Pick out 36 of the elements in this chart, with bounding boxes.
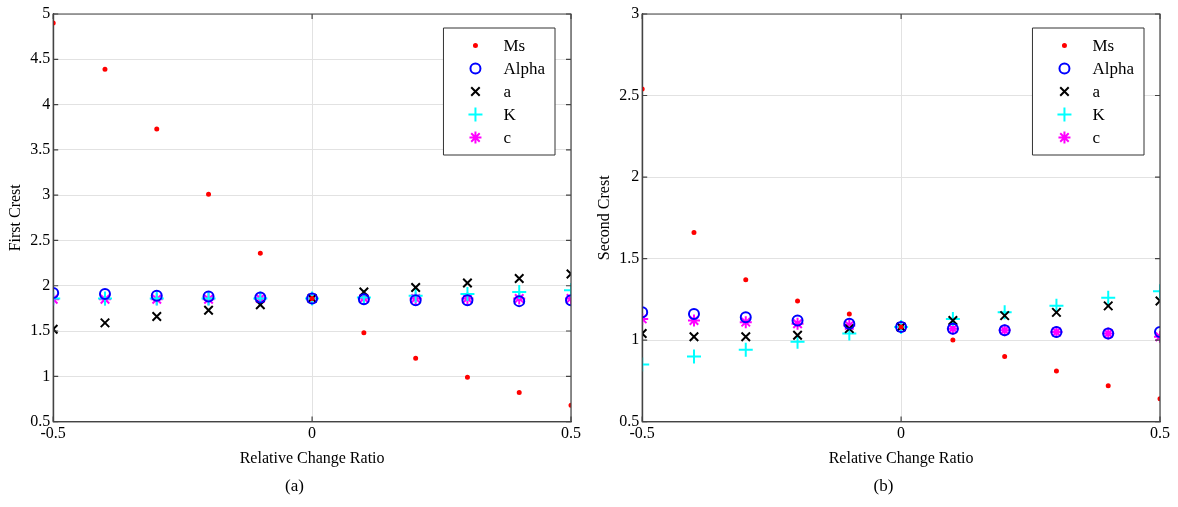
y-axis-title: Second Crest	[594, 174, 612, 261]
y-tick-label: 4.5	[30, 49, 51, 67]
y-tick-label: 2.5	[619, 85, 640, 103]
text: (a)	[284, 476, 305, 496]
y-tick-label: 3.5	[30, 140, 51, 158]
x-tick-label: 0	[897, 424, 906, 442]
y-tick-label: 1.5	[30, 321, 51, 339]
legend-label: Alpha	[1092, 58, 1135, 78]
legend-label: K	[503, 104, 517, 124]
y-tick-label: 1	[631, 330, 640, 348]
y-tick-label: 2.5	[30, 230, 51, 248]
y-tick-label: 1.5	[619, 248, 640, 266]
legend-label: a	[1092, 81, 1101, 101]
y-tick-label: 0.5	[619, 411, 640, 429]
legend-label: Ms	[1092, 35, 1115, 55]
y-tick-label: 5	[42, 4, 51, 22]
y-tick-label: 1	[42, 366, 51, 384]
legend-label: Ms	[503, 35, 526, 55]
legend-label: K	[1092, 104, 1106, 124]
y-axis-title: First Crest	[5, 183, 23, 252]
x-tick-label: 0.5	[561, 424, 581, 442]
legend-label: Alpha	[503, 58, 546, 78]
x-tick-label: 0	[308, 424, 317, 442]
x-axis-title: Relative Change Ratio	[239, 448, 385, 467]
y-tick-label: 2	[42, 275, 51, 293]
legend-label: c	[1092, 127, 1101, 147]
legend-label: a	[503, 81, 512, 101]
legend-label: c	[503, 127, 512, 147]
x-tick-label: 0.5	[1150, 424, 1170, 442]
y-tick-label: 4	[42, 94, 51, 112]
y-tick-label: 3	[631, 4, 640, 22]
text: (b)	[872, 476, 895, 496]
y-tick-label: 3	[42, 185, 51, 203]
y-tick-label: 0.5	[30, 411, 51, 429]
y-tick-label: 2	[631, 167, 640, 185]
x-axis-title: Relative Change Ratio	[828, 448, 974, 467]
